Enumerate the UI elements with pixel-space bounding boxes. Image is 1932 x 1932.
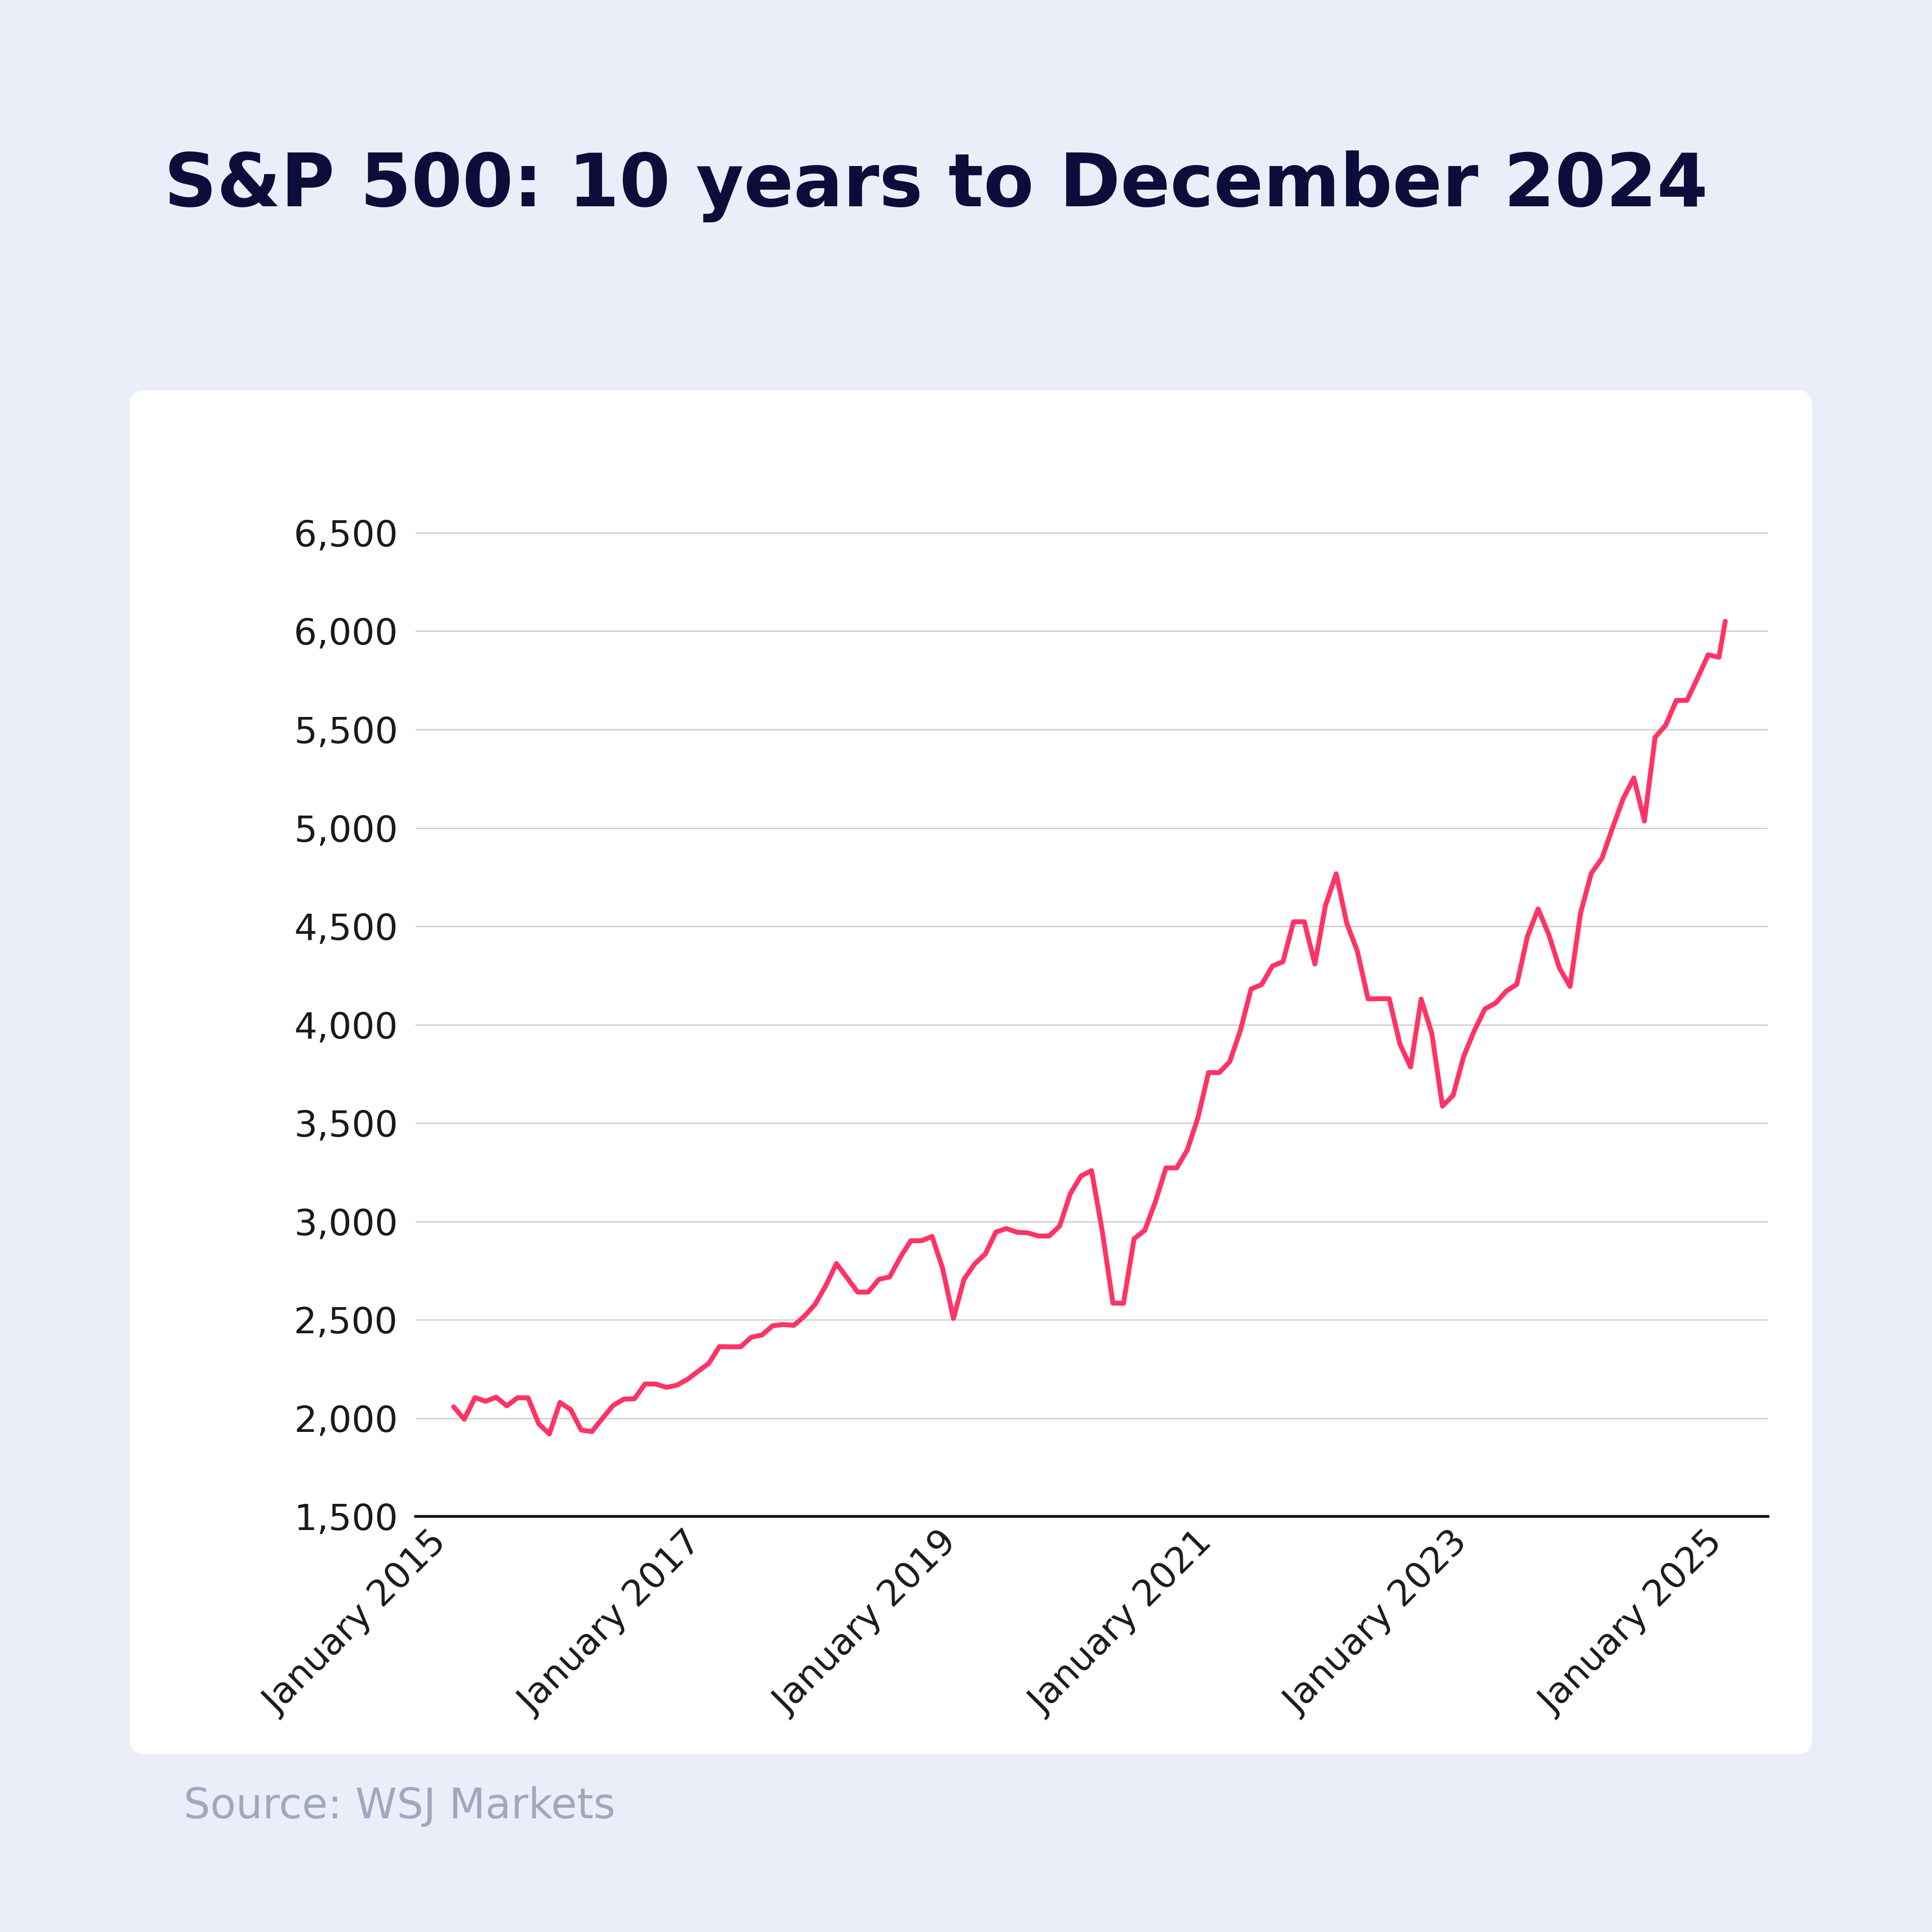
Text: Source: WSJ Markets: Source: WSJ Markets bbox=[184, 1785, 614, 1828]
FancyBboxPatch shape bbox=[129, 390, 1812, 1754]
Text: S&P 500: 10 years to December 2024: S&P 500: 10 years to December 2024 bbox=[164, 151, 1708, 222]
